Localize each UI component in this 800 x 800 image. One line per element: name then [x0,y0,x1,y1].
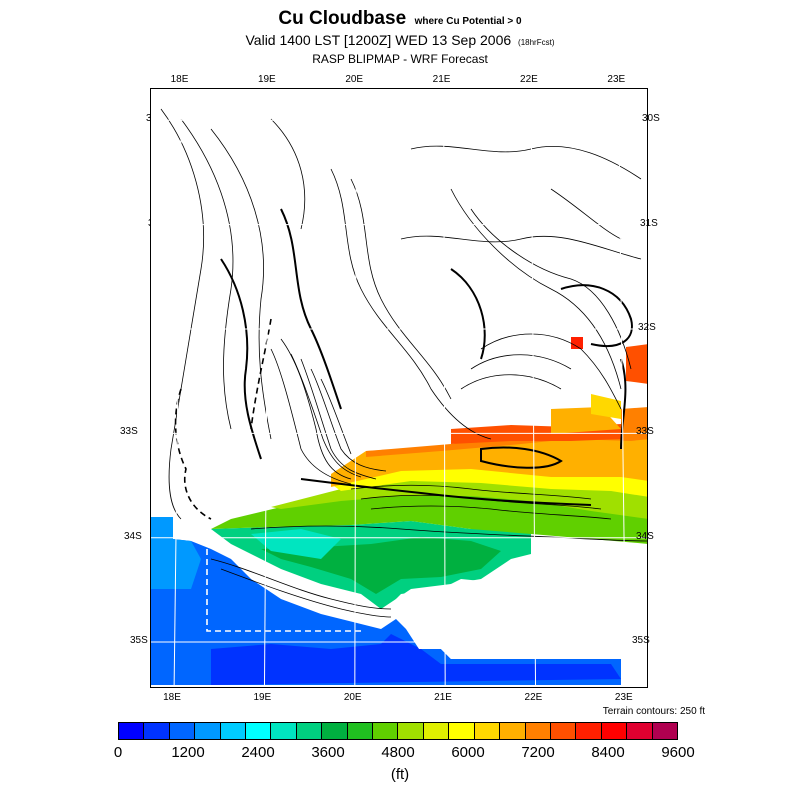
bottom-lon-label: 23E [614,692,633,703]
colorbar-tick-label: 6000 [451,744,485,761]
colorbar-cell [500,723,526,739]
right-lat-label: 33S [636,426,654,438]
valid-time-line: Valid 1400 LST [1200Z] WED 13 Sep 2006 (… [0,32,800,48]
meridian-line [617,89,627,687]
colorbar-cell [627,723,653,739]
colorbar-tick-label: 2400 [241,744,275,761]
colorbar-cell [601,723,628,739]
bottom-lon-label: 21E [434,692,452,703]
no-data-patches [151,554,647,687]
colorbar-cell [347,723,374,739]
right-lat-label: 30S [642,113,660,125]
colorbar [118,722,678,740]
colorbar-cell [169,723,196,739]
colorbar-tick-label: 3600 [311,744,345,761]
colorbar-tick-label: 7200 [521,744,555,761]
left-lat-label: 35S [130,635,148,647]
colorbar-cell [398,723,424,739]
colorbar-labels: 0 1200 2400 3600 4800 6000 7200 8400 9600 [90,744,710,764]
colorbar-tick-label: 8400 [591,744,625,761]
colorbar-cell [296,723,323,739]
colorbar-tick-label: 9600 [661,744,695,761]
colorbar-cell [449,723,475,739]
cloudbase-map [151,89,647,687]
right-lat-label: 35S [632,635,650,647]
colorbar-cell [271,723,297,739]
colorbar-cell [119,723,145,739]
thick-contours [220,208,633,506]
study-box [206,539,361,632]
meridian-line [443,89,446,687]
colorbar-cell [474,723,501,739]
colorbar-cell [195,723,221,739]
colorbar-cell [322,723,348,739]
right-lat-label: 31S [640,217,658,229]
colorbar-cell [220,723,247,739]
top-lon-label: 21E [432,74,451,85]
bottom-lon-label: 18E [163,692,181,703]
meridian-line [354,89,357,687]
colorbar-cell [550,723,577,739]
meridian-line [530,89,537,687]
colorbar-cell [423,723,450,739]
top-lon-label: 23E [607,74,626,85]
valid-time: Valid 1400 LST [1200Z] WED 13 Sep 2006 [245,32,512,48]
colorbar-cell [525,723,551,739]
map-plot-area [150,88,648,688]
colorbar-cell [246,723,272,739]
bottom-lon-label: 22E [524,692,543,703]
left-lat-label: 34S [124,530,142,542]
map-title: Cu Cloudbase [278,8,407,29]
map-subtitle: where Cu Potential > 0 [414,16,522,27]
forecast-hour: (18hrFcst) [518,38,555,47]
colorbar-tick-label: 0 [113,744,123,761]
title-block: Cu Cloudbase where Cu Potential > 0 Vali… [0,8,800,66]
colorbar-unit: (ft) [390,766,410,783]
meridian-line [173,89,183,687]
colorbar-cell [576,723,602,739]
colorbar-cell [144,723,170,739]
top-lon-label: 18E [170,74,189,85]
graticule [151,89,647,687]
cloudbase-fill [151,337,647,685]
colorbar-tick-label: 4800 [381,744,415,761]
coastline [174,318,272,520]
right-lat-label: 34S [636,530,654,542]
terrain-contours [160,108,647,618]
colorbar-cell [373,723,399,739]
top-lon-label: 20E [345,74,364,85]
colorbar-cell [652,723,677,739]
top-lon-label: 19E [257,74,276,85]
top-lon-label: 22E [520,74,538,85]
meridian-line [263,89,270,687]
bottom-lon-label: 19E [253,692,272,703]
bottom-lon-label: 20E [343,692,362,703]
model-name: RASP BLIPMAP - WRF Forecast [312,52,488,66]
colorbar-tick-label: 1200 [171,744,205,761]
left-lat-label: 33S [120,426,138,438]
right-lat-label: 32S [638,322,656,333]
terrain-note: Terrain contours: 250 ft [602,706,705,717]
